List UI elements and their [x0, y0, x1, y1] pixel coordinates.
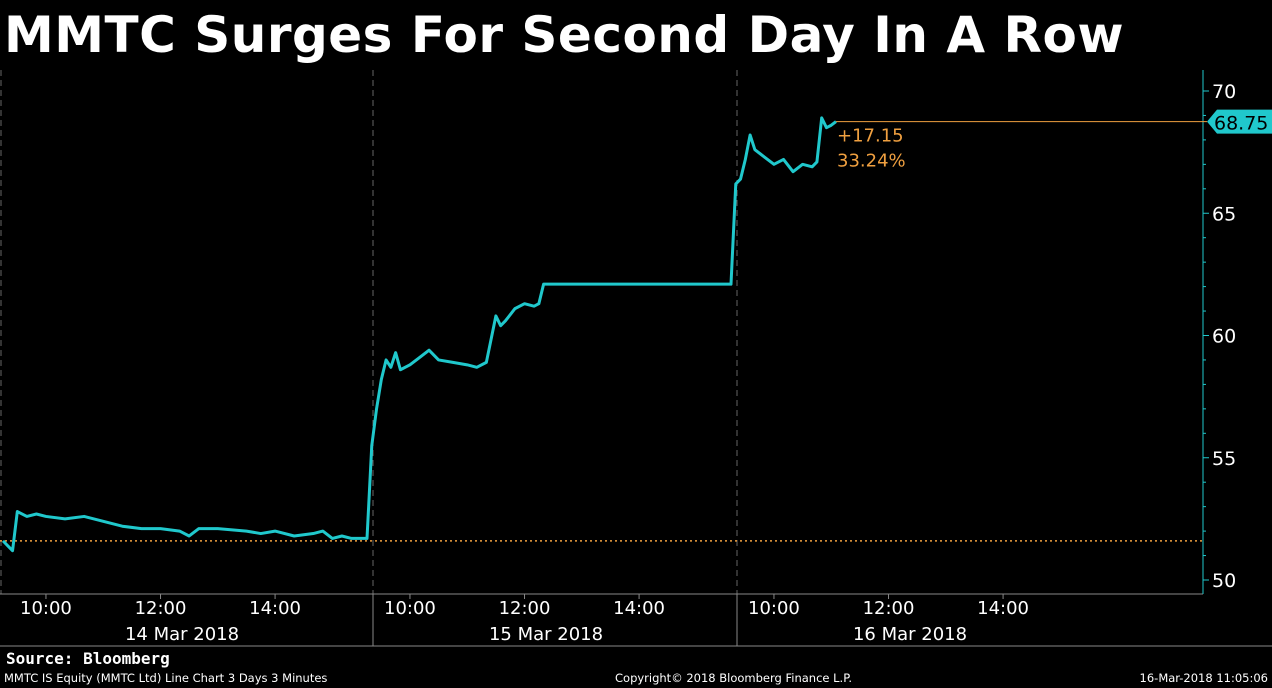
y-tick-label: 50 — [1212, 570, 1236, 592]
y-tick-label: 70 — [1212, 81, 1236, 103]
x-tick-label: 10:00 — [20, 598, 72, 619]
chart-title: MMTC Surges For Second Day In A Row — [4, 6, 1125, 64]
last-price-tag — [1207, 109, 1272, 134]
y-tick-label: 65 — [1212, 203, 1236, 225]
x-tick-label: 10:00 — [748, 598, 800, 619]
footer-description: MMTC IS Equity (MMTC Ltd) Line Chart 3 D… — [4, 671, 328, 685]
x-tick-label: 14:00 — [977, 598, 1029, 619]
footer-copyright: Copyright© 2018 Bloomberg Finance L.P. — [615, 671, 852, 685]
x-tick-label: 12:00 — [499, 598, 551, 619]
change-percent-label: 33.24% — [837, 151, 906, 172]
source-label: Source: Bloomberg — [6, 649, 170, 668]
x-tick-label: 14:00 — [613, 598, 665, 619]
y-tick-label: 55 — [1212, 448, 1236, 470]
x-tick-label: 12:00 — [135, 598, 187, 619]
x-tick-label: 10:00 — [384, 598, 436, 619]
day-label: 14 Mar 2018 — [125, 624, 239, 645]
day-label: 16 Mar 2018 — [853, 624, 967, 645]
day-label: 15 Mar 2018 — [489, 624, 603, 645]
change-label: +17.15 — [837, 126, 904, 147]
footer-timestamp: 16-Mar-2018 11:05:06 — [1139, 671, 1268, 685]
price-line — [1, 116, 837, 553]
x-tick-label: 14:00 — [249, 598, 301, 619]
x-tick-label: 12:00 — [863, 598, 915, 619]
y-tick-label: 60 — [1212, 326, 1236, 348]
last-price-label: 68.75 — [1214, 113, 1268, 135]
